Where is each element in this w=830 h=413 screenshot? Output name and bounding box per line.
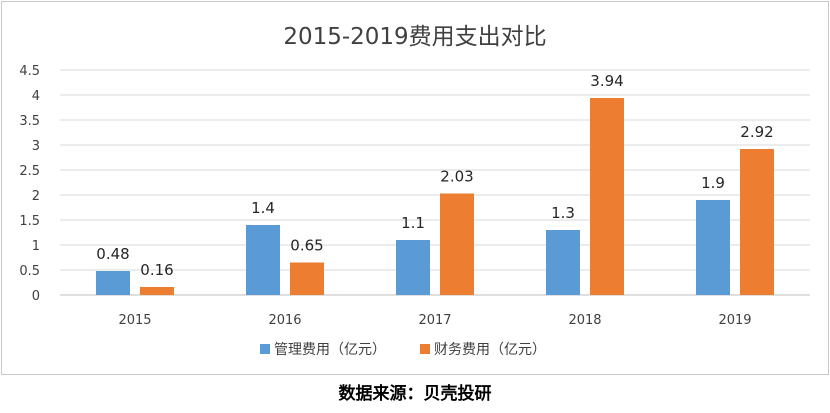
legend-item: 财务费用（亿元） — [420, 342, 546, 358]
data-label: 0.65 — [290, 237, 323, 255]
legend-label: 管理费用（亿元） — [274, 342, 386, 358]
legend-swatch — [260, 344, 270, 354]
bar-series-1-2016 — [290, 262, 324, 295]
legend-label: 财务费用（亿元） — [434, 342, 546, 358]
data-label: 2.92 — [740, 123, 773, 141]
chart-title: 2015-2019费用支出对比 — [283, 24, 546, 50]
data-label: 2.03 — [440, 168, 473, 186]
y-tick-label: 3 — [32, 139, 40, 154]
bar-series-0-2017 — [396, 240, 430, 295]
x-tick-label: 2019 — [718, 313, 751, 328]
x-tick-label: 2017 — [418, 313, 451, 328]
legend-item: 管理费用（亿元） — [260, 342, 386, 358]
x-tick-label: 2016 — [268, 313, 301, 328]
data-label: 1.9 — [701, 174, 725, 192]
data-label: 3.94 — [590, 72, 623, 90]
bar-series-0-2018 — [546, 230, 580, 295]
bar-series-0-2015 — [96, 271, 130, 295]
y-tick-label: 1.5 — [19, 214, 40, 229]
data-labels: 0.48 0.16 1.4 0.65 1.1 2.03 1.3 3.94 1.9 2.92 — [96, 72, 773, 279]
y-tick-label: 0 — [32, 289, 40, 304]
chart-frame: 2015-2019费用支出对比 0 0.5 1 1.5 2 2.5 3 3.5 4 4.5 0.4… — [1, 1, 829, 375]
bar-series-0-2016 — [246, 225, 280, 295]
x-tick-label: 2018 — [568, 313, 601, 328]
source-caption: 数据来源：贝壳投研 — [338, 384, 492, 404]
data-label: 1.3 — [551, 204, 575, 222]
legend-swatch — [420, 344, 430, 354]
data-label: 1.1 — [401, 214, 425, 232]
bar-series-1-2018 — [590, 98, 624, 295]
y-tick-label: 3.5 — [19, 114, 40, 129]
y-tick-label: 2 — [32, 189, 40, 204]
y-tick-label: 4.5 — [19, 64, 40, 79]
x-tick-label: 2015 — [118, 313, 151, 328]
data-label: 1.4 — [251, 199, 275, 217]
y-tick-label: 0.5 — [19, 264, 40, 279]
bar-series-1-2019 — [740, 149, 774, 295]
data-label: 0.48 — [96, 245, 129, 263]
data-label: 0.16 — [140, 261, 173, 279]
bar-series-1-2015 — [140, 287, 174, 295]
y-tick-label: 4 — [32, 89, 40, 104]
bar-series-1-2017 — [440, 193, 474, 295]
y-tick-label: 2.5 — [19, 164, 40, 179]
bar-series-0-2019 — [696, 200, 730, 295]
x-axis-ticks: 2015 2016 2017 2018 2019 — [118, 313, 751, 328]
legend: 管理费用（亿元） 财务费用（亿元） — [260, 342, 546, 358]
y-axis-ticks: 0 0.5 1 1.5 2 2.5 3 3.5 4 4.5 — [19, 64, 40, 304]
gridlines — [60, 69, 810, 296]
bar-chart: 2015-2019费用支出对比 0 0.5 1 1.5 2 2.5 3 3.5 4 4.5 0.4… — [19, 24, 810, 358]
y-tick-label: 1 — [32, 239, 40, 254]
bars — [96, 98, 774, 295]
